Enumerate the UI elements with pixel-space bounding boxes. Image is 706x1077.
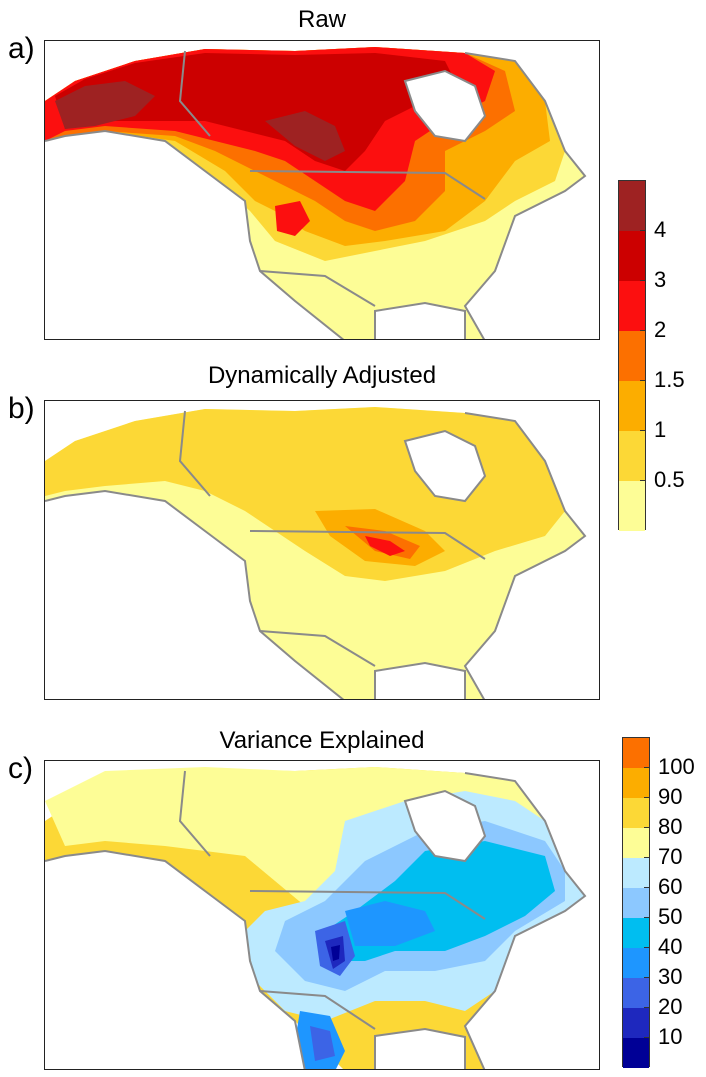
colorbar-swatch [623, 978, 649, 1008]
colorbar-swatch [623, 768, 649, 798]
panel-a-title: Raw [297, 6, 346, 33]
colorbar-tick-label: 2 [654, 317, 667, 342]
colorbar-tick-mark [640, 430, 646, 431]
map-panel-raw [44, 40, 600, 340]
colorbar-tick-label: 10 [658, 1024, 683, 1049]
adj-us-canada-border [249, 530, 486, 560]
raw-band-5 [55, 53, 455, 171]
raw-band-6b [265, 111, 345, 161]
colorbar-swatch [619, 431, 645, 481]
colorbar-tick-mark [644, 977, 650, 978]
var-hudson-bay [403, 789, 487, 863]
colorbar-tick-label: 100 [658, 754, 695, 779]
raw-band-6 [55, 81, 155, 129]
panel-b-label: b) [8, 392, 35, 425]
colorbar-tick-label: 60 [658, 874, 683, 899]
colorbar-tick-mark [640, 230, 646, 231]
colorbar-tick-mark [644, 797, 650, 798]
colorbar-swatch [619, 381, 645, 431]
colorbar-tick-mark [644, 917, 650, 918]
panel-c-title: Variance Explained [219, 727, 425, 754]
colorbar-tick-label: 70 [658, 844, 683, 869]
colorbar-tick-mark [644, 1037, 650, 1038]
colorbar-tick-label: 3 [654, 267, 667, 292]
var-alaska-border [178, 770, 211, 857]
colorbar-tick-mark [644, 947, 650, 948]
colorbar-tick-mark [640, 380, 646, 381]
colorbar-swatch [623, 798, 649, 828]
map-panel-adjusted [44, 400, 600, 700]
var-band-10 [331, 945, 340, 961]
raw-pacific [45, 131, 343, 339]
colorbar-swatch [623, 888, 649, 918]
var-gulf [374, 1027, 466, 1069]
map-variance-svg [45, 767, 587, 1069]
map-raw-svg [45, 47, 587, 339]
colorbar-tick-mark [644, 887, 650, 888]
colorbar-tick-label: 30 [658, 964, 683, 989]
colorbar-swatch [623, 1008, 649, 1038]
raw-west-hotspot [275, 201, 310, 236]
colorbar-tick-label: 50 [658, 904, 683, 929]
map-adjusted-svg [45, 407, 587, 699]
adj-pacific [45, 491, 343, 699]
adj-gulf [374, 661, 466, 699]
adj-band-4 [365, 536, 405, 556]
colorbar-tick-label: 90 [658, 784, 683, 809]
colorbar-swatch [619, 181, 645, 231]
var-us-mexico-border [259, 990, 376, 1030]
var-pacific [45, 851, 305, 1069]
colorbar-tick-mark [644, 827, 650, 828]
colorbar-swatch [623, 858, 649, 888]
colorbar-swatch [623, 918, 649, 948]
raw-coastline [45, 52, 587, 339]
colorbar-swatch [619, 331, 645, 381]
var-band-40 [345, 901, 435, 946]
colorbar-tick-mark [640, 330, 646, 331]
colorbar-tick-mark [640, 280, 646, 281]
map-panel-variance [44, 760, 600, 1070]
colorbar-tick-mark [644, 857, 650, 858]
colorbar-tick-label: 1 [654, 417, 667, 442]
var-coastline [45, 772, 587, 1069]
colorbar-swatch [623, 828, 649, 858]
colorbar-tick-label: 80 [658, 814, 683, 839]
colorbar-tick-mark [644, 1007, 650, 1008]
colorbar-variance [622, 737, 650, 1068]
raw-gulf [374, 301, 466, 339]
adj-us-mexico-border [259, 630, 376, 667]
colorbar-tick-label: 0.5 [654, 467, 685, 492]
colorbar-swatch [623, 948, 649, 978]
adj-alaska-border [178, 410, 211, 497]
panel-c-label: c) [8, 752, 33, 785]
colorbar-tick-label: 40 [658, 934, 683, 959]
colorbar-swatch [619, 281, 645, 331]
colorbar-swatch [623, 738, 649, 768]
colorbar-swatch [619, 231, 645, 281]
adj-coastline [45, 412, 587, 699]
colorbar-temperature [618, 180, 646, 531]
raw-hudson-bay [403, 69, 487, 143]
raw-us-canada-border [249, 170, 486, 200]
colorbar-swatch [623, 1038, 649, 1068]
colorbar-tick-label: 1.5 [654, 367, 685, 392]
colorbar-tick-label: 20 [658, 994, 683, 1019]
raw-us-mexico-border [259, 270, 376, 307]
colorbar-tick-mark [640, 480, 646, 481]
var-mexico-low2 [310, 1026, 335, 1061]
colorbar-tick-mark [644, 767, 650, 768]
panel-b-title: Dynamically Adjusted [207, 362, 437, 389]
panel-a-label: a) [8, 32, 35, 65]
colorbar-swatch [619, 481, 645, 531]
raw-alaska-border [178, 50, 211, 137]
adj-hudson-bay [403, 429, 487, 503]
var-us-canada-border [249, 890, 486, 920]
colorbar-tick-label: 4 [654, 217, 667, 242]
